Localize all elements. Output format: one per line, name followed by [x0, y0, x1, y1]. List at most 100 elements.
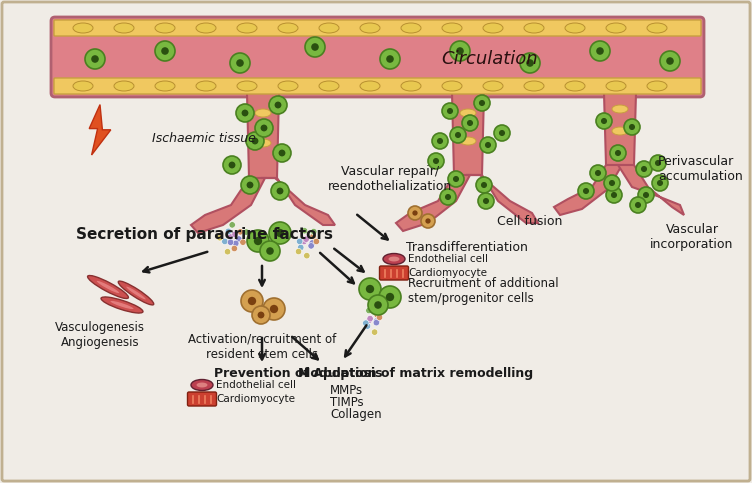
Ellipse shape — [278, 23, 298, 33]
Ellipse shape — [612, 105, 628, 113]
Circle shape — [437, 138, 443, 144]
FancyBboxPatch shape — [54, 78, 701, 94]
Circle shape — [313, 238, 320, 245]
Circle shape — [474, 95, 490, 111]
Ellipse shape — [319, 23, 339, 33]
Circle shape — [374, 312, 381, 318]
Circle shape — [611, 192, 617, 198]
Circle shape — [494, 125, 510, 141]
Circle shape — [229, 162, 235, 169]
Circle shape — [296, 238, 303, 244]
Circle shape — [610, 145, 626, 161]
Ellipse shape — [114, 81, 134, 91]
Ellipse shape — [483, 23, 503, 33]
Ellipse shape — [255, 109, 271, 117]
Circle shape — [447, 108, 453, 114]
Circle shape — [485, 142, 491, 148]
Ellipse shape — [612, 127, 628, 135]
Polygon shape — [191, 178, 265, 233]
Text: Vascular
incorporation: Vascular incorporation — [650, 223, 734, 251]
Circle shape — [303, 236, 309, 242]
Circle shape — [481, 182, 487, 188]
Circle shape — [412, 210, 417, 216]
Circle shape — [371, 329, 378, 335]
Circle shape — [374, 318, 380, 324]
Ellipse shape — [524, 81, 544, 91]
Text: Recruitment of additional
stem/progenitor cells: Recruitment of additional stem/progenito… — [408, 277, 559, 305]
Circle shape — [359, 278, 381, 300]
Circle shape — [373, 319, 380, 326]
Circle shape — [247, 182, 253, 188]
Ellipse shape — [401, 23, 421, 33]
Ellipse shape — [101, 297, 143, 313]
Ellipse shape — [483, 81, 503, 91]
Circle shape — [232, 231, 238, 238]
Circle shape — [440, 189, 456, 205]
Circle shape — [596, 113, 612, 129]
Circle shape — [453, 176, 459, 182]
Circle shape — [247, 230, 269, 252]
Circle shape — [371, 307, 378, 313]
Circle shape — [236, 59, 244, 67]
Circle shape — [248, 297, 256, 305]
FancyBboxPatch shape — [187, 392, 217, 406]
Text: Transdifferentiation: Transdifferentiation — [406, 241, 528, 254]
Ellipse shape — [389, 256, 399, 261]
Circle shape — [241, 176, 259, 194]
Circle shape — [271, 182, 289, 200]
Polygon shape — [89, 105, 111, 155]
Polygon shape — [554, 165, 622, 215]
Circle shape — [609, 180, 615, 186]
Circle shape — [276, 229, 284, 237]
Text: Modulation of matrix remodelling: Modulation of matrix remodelling — [298, 367, 533, 380]
Ellipse shape — [383, 254, 405, 265]
Circle shape — [260, 241, 280, 261]
Circle shape — [366, 317, 372, 323]
Circle shape — [380, 49, 400, 69]
Polygon shape — [261, 178, 335, 225]
Ellipse shape — [73, 23, 93, 33]
Circle shape — [365, 285, 374, 293]
Circle shape — [655, 160, 661, 166]
Circle shape — [301, 238, 308, 245]
Text: Ischaemic tissue: Ischaemic tissue — [152, 131, 256, 144]
Circle shape — [624, 119, 640, 135]
Polygon shape — [604, 93, 636, 165]
Circle shape — [269, 96, 287, 114]
Circle shape — [643, 192, 649, 198]
Circle shape — [252, 306, 270, 324]
Text: Activation/recruitment of
resident stem cells: Activation/recruitment of resident stem … — [188, 333, 336, 361]
Circle shape — [223, 156, 241, 174]
Circle shape — [258, 312, 265, 318]
Ellipse shape — [237, 23, 257, 33]
Polygon shape — [247, 93, 279, 178]
Circle shape — [630, 197, 646, 213]
Circle shape — [595, 170, 601, 176]
Circle shape — [583, 188, 589, 194]
Ellipse shape — [460, 109, 476, 117]
Circle shape — [217, 235, 223, 241]
Polygon shape — [396, 175, 470, 231]
Circle shape — [227, 233, 233, 240]
Text: Cell fusion: Cell fusion — [497, 215, 562, 228]
Circle shape — [91, 55, 99, 63]
Ellipse shape — [442, 81, 462, 91]
Text: Cardiomyocyte: Cardiomyocyte — [408, 268, 487, 278]
Text: Endothelial cell: Endothelial cell — [216, 380, 296, 390]
Circle shape — [302, 227, 308, 234]
Circle shape — [448, 171, 464, 187]
Text: MMPs: MMPs — [330, 384, 363, 397]
Text: Vasculogenesis
Angiogenesis: Vasculogenesis Angiogenesis — [55, 321, 145, 349]
Circle shape — [240, 239, 246, 245]
Ellipse shape — [196, 81, 216, 91]
Circle shape — [476, 177, 492, 193]
Circle shape — [252, 138, 259, 144]
Polygon shape — [452, 93, 484, 175]
Text: Circulation: Circulation — [441, 50, 538, 68]
Circle shape — [596, 47, 604, 55]
Circle shape — [590, 41, 610, 61]
Circle shape — [445, 194, 451, 200]
Ellipse shape — [319, 81, 339, 91]
Circle shape — [266, 247, 274, 255]
Circle shape — [235, 236, 242, 242]
